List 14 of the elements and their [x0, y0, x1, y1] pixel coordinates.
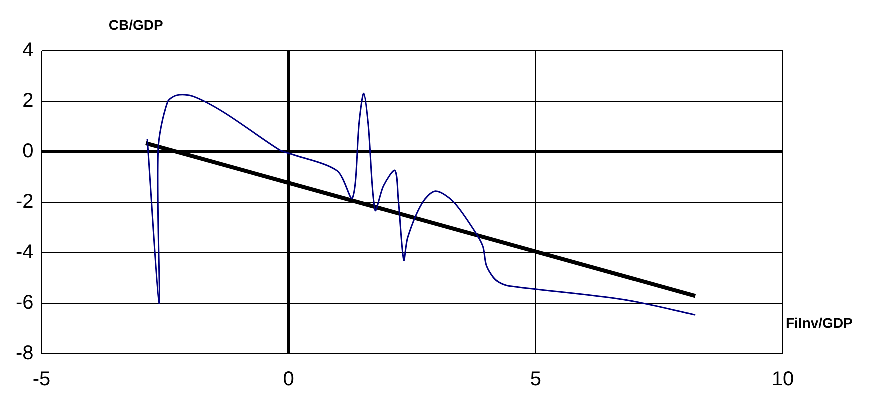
x-axis-title: FiInv/GDP: [786, 314, 853, 331]
y-tick-label: -4: [16, 242, 34, 264]
y-tick-label: 0: [22, 140, 34, 163]
x-tick-label: 10: [772, 368, 794, 391]
y-tick-label: -6: [16, 292, 34, 314]
y-tick-label: -8: [16, 342, 34, 365]
x-tick-label: 5: [530, 368, 542, 391]
x-tick-label: 0: [283, 368, 294, 391]
y-tick-label: 4: [22, 40, 34, 62]
line-series: [146, 92, 696, 316]
x-tick-label: -5: [32, 368, 51, 391]
y-tick-label: 2: [22, 90, 34, 112]
y-axis-title: CB/GDP: [108, 16, 164, 33]
y-tick-label: -2: [16, 191, 34, 214]
